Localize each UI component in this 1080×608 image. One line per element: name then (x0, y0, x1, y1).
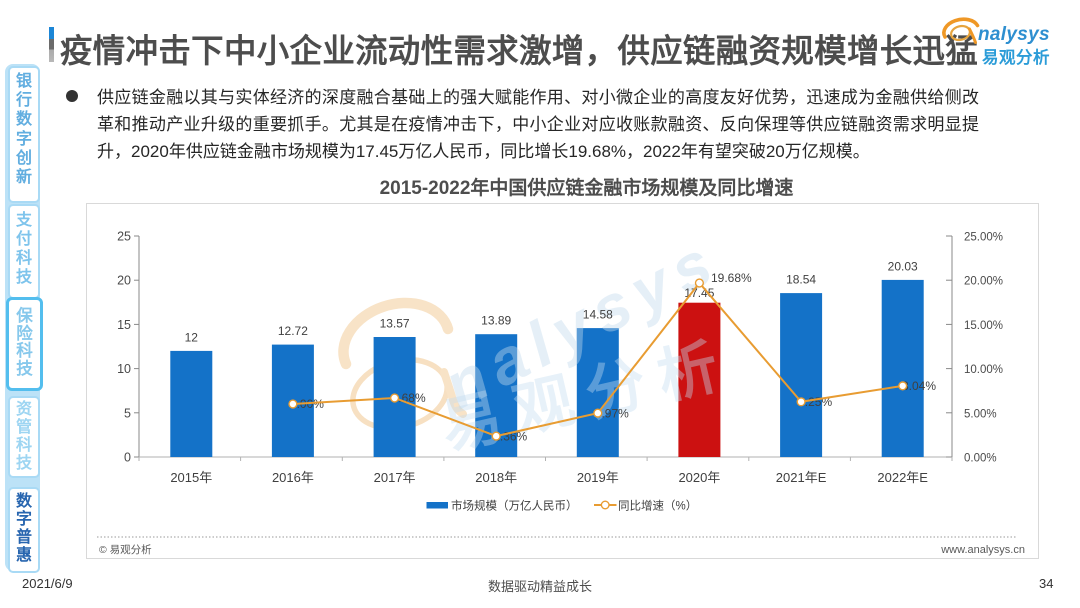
svg-text:13.89: 13.89 (481, 314, 511, 328)
svg-text:2019年: 2019年 (577, 470, 619, 485)
svg-text:20.00%: 20.00% (964, 276, 1003, 288)
svg-text:0.00%: 0.00% (964, 453, 997, 465)
svg-text:14.58: 14.58 (583, 308, 613, 322)
svg-text:2016年: 2016年 (272, 470, 314, 485)
svg-text:0: 0 (124, 451, 131, 465)
svg-text:2020年: 2020年 (678, 470, 720, 485)
svg-text:19.68%: 19.68% (711, 271, 752, 285)
svg-text:12: 12 (185, 330, 199, 344)
svg-text:2017年: 2017年 (374, 470, 416, 485)
svg-text:20.03: 20.03 (888, 259, 918, 273)
svg-text:2.36%: 2.36% (493, 429, 527, 443)
svg-text:4.97%: 4.97% (595, 406, 629, 420)
svg-text:15: 15 (117, 318, 131, 332)
svg-text:25.00%: 25.00% (964, 232, 1003, 244)
svg-text:同比增速（%）: 同比增速（%） (618, 499, 697, 513)
svg-text:2015年: 2015年 (170, 470, 212, 485)
svg-text:www.analysys.cn: www.analysys.cn (940, 544, 1025, 556)
svg-text:12.72: 12.72 (278, 324, 308, 338)
svg-text:13.57: 13.57 (380, 317, 410, 331)
svg-text:18.54: 18.54 (786, 273, 816, 287)
svg-text:市场规模（万亿人民币）: 市场规模（万亿人民币） (451, 499, 578, 513)
svg-text:8.04%: 8.04% (902, 379, 936, 393)
svg-text:nalysys: nalysys (978, 24, 1050, 45)
svg-text:17.45: 17.45 (684, 286, 714, 300)
svg-text:© 易观分析: © 易观分析 (99, 543, 152, 556)
svg-text:10: 10 (117, 362, 131, 376)
svg-text:2018年: 2018年 (475, 470, 517, 485)
svg-text:2022年E: 2022年E (877, 470, 928, 485)
svg-text:6.00%: 6.00% (290, 397, 324, 411)
svg-text:易观分析: 易观分析 (982, 47, 1050, 67)
svg-text:25: 25 (117, 230, 131, 244)
svg-text:5.00%: 5.00% (964, 408, 997, 420)
svg-text:6.68%: 6.68% (392, 391, 426, 405)
svg-text:20: 20 (117, 274, 131, 288)
svg-text:15.00%: 15.00% (964, 320, 1003, 332)
svg-text:2021年E: 2021年E (776, 470, 827, 485)
svg-text:5: 5 (124, 406, 131, 420)
svg-text:10.00%: 10.00% (964, 364, 1003, 376)
